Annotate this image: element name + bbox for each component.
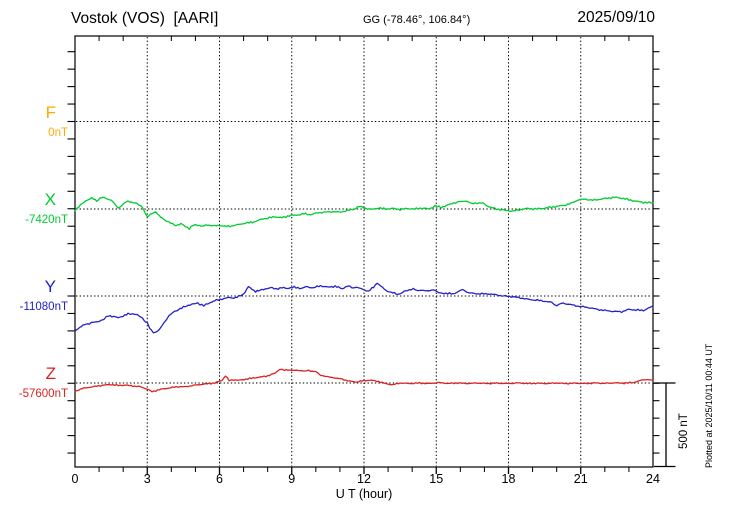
channel-letter-Y: Y <box>44 277 56 296</box>
x-tick-label-18: 18 <box>501 472 516 486</box>
channel-letter-Z: Z <box>45 364 56 383</box>
station-title: Vostok (VOS) [AARI] <box>71 10 219 27</box>
x-tick-label-24: 24 <box>646 472 660 486</box>
x-tick-label-0: 0 <box>71 472 79 486</box>
x-tick-label-6: 6 <box>216 472 223 486</box>
channel-baseline-value-F: 0nT <box>48 126 68 139</box>
plot-border <box>74 35 654 468</box>
scale-bar-label: 500 nT <box>678 413 690 449</box>
x-axis-label: U T (hour) <box>335 487 393 501</box>
trace-X <box>74 196 654 230</box>
trace-Z <box>74 368 654 393</box>
channel-baseline-value-X: -7420nT <box>25 214 68 226</box>
plot-date: 2025/09/10 <box>577 9 655 26</box>
trace-Y <box>74 282 654 334</box>
x-tick-label-9: 9 <box>288 472 296 486</box>
channel-baseline-value-Y: -11080nT <box>19 301 68 313</box>
x-tick-label-15: 15 <box>429 472 444 486</box>
plotted-timestamp: Plotted at 2025/10/11 00:44 UT <box>704 343 714 468</box>
x-tick-label-12: 12 <box>357 472 371 486</box>
geographic-coords: GG (-78.46°, 106.84°) <box>363 14 471 26</box>
channel-letter-X: X <box>44 190 56 209</box>
x-tick-label-21: 21 <box>573 472 588 486</box>
channel-letter-F: F <box>45 102 56 122</box>
channel-baseline-value-Z: -57600nT <box>18 388 68 400</box>
x-tick-label-3: 3 <box>143 472 151 486</box>
